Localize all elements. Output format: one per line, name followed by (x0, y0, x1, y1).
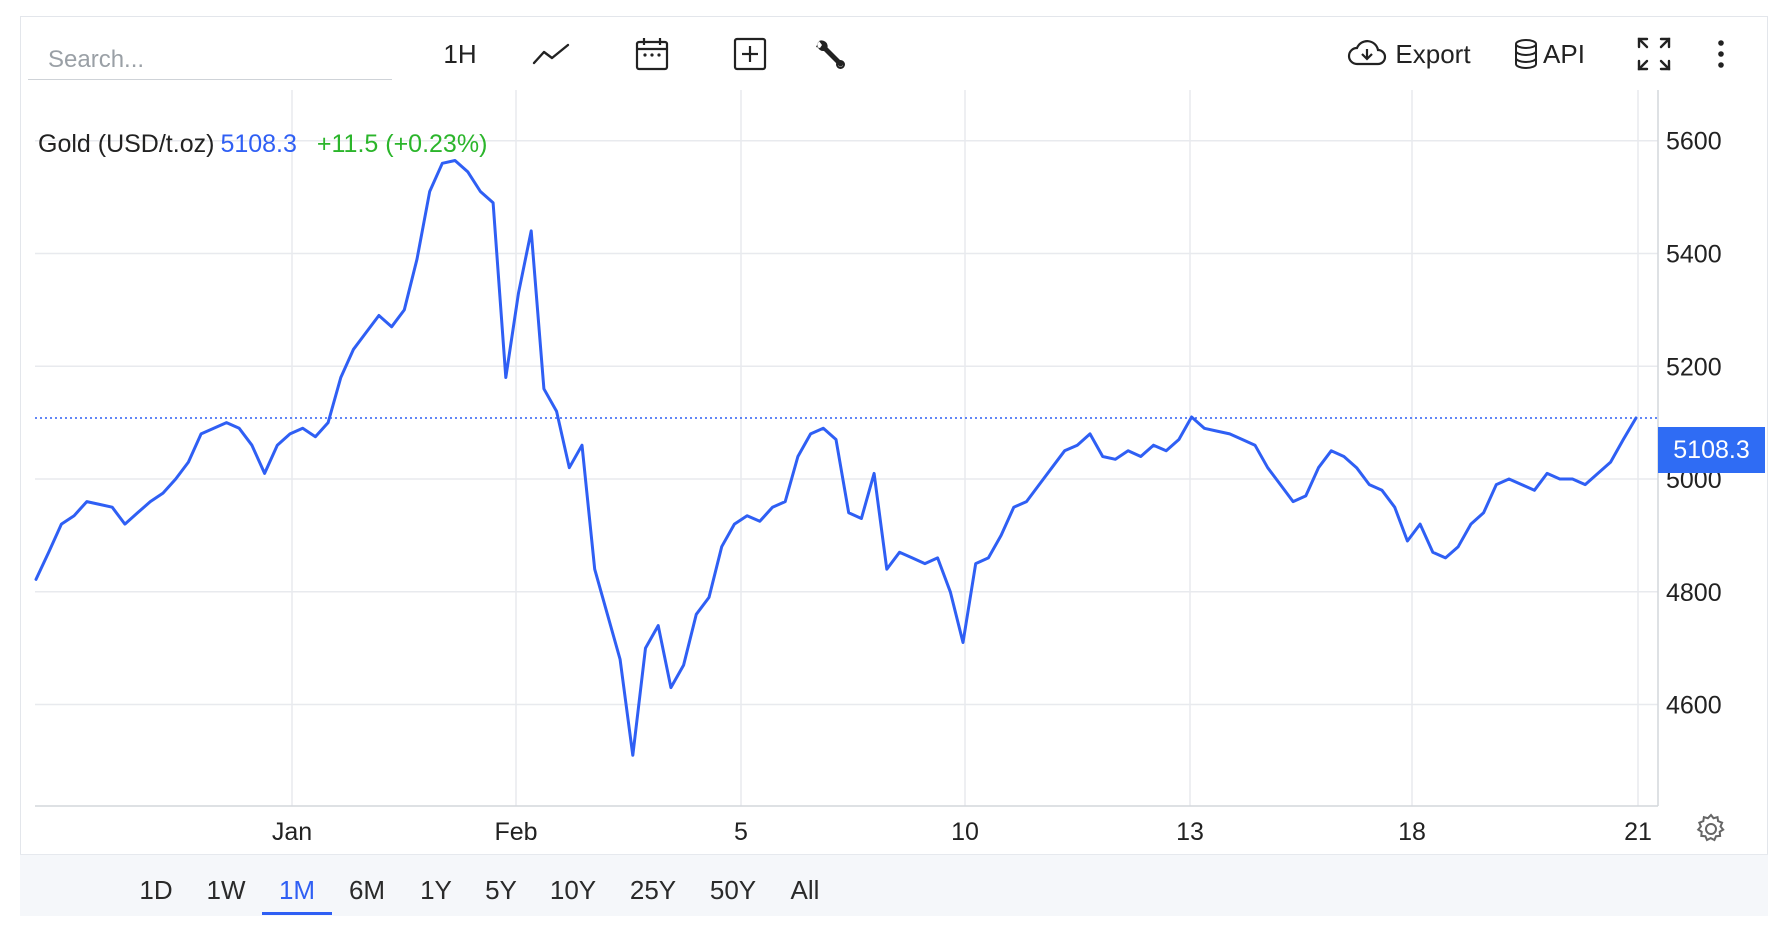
api-label: API (1543, 38, 1585, 69)
x-tick-label: 18 (1398, 818, 1426, 846)
x-tick-label: 21 (1624, 818, 1652, 846)
add-indicator-button[interactable] (720, 30, 780, 78)
expand-icon (1636, 36, 1672, 72)
vertical-dots-icon (1717, 39, 1725, 69)
active-range-underline (262, 912, 332, 915)
export-button[interactable]: Export (1344, 30, 1474, 78)
wrench-icon (813, 37, 847, 71)
interval-button[interactable]: 1H (430, 30, 490, 78)
line-chart-icon (532, 41, 570, 67)
search-input[interactable] (28, 40, 392, 80)
legend-series-change: +11.5 (+0.23%) (316, 130, 488, 158)
chart-settings-button[interactable] (1694, 812, 1728, 846)
more-options-button[interactable] (1706, 30, 1736, 78)
range-tab-25y[interactable]: 25Y (629, 875, 677, 905)
x-tick-label: Feb (494, 818, 537, 846)
fullscreen-button[interactable] (1632, 30, 1676, 78)
range-tab-1m[interactable]: 1M (278, 875, 316, 905)
interval-label: 1H (443, 38, 477, 69)
gear-icon (1694, 813, 1728, 850)
x-tick-label: 13 (1176, 818, 1204, 846)
range-tab-1y[interactable]: 1Y (420, 875, 452, 905)
range-tab-all[interactable]: All (790, 875, 820, 905)
range-tab-1w[interactable]: 1W (206, 875, 246, 905)
range-tab-50y[interactable]: 50Y (709, 875, 757, 905)
gold-price-series-line (34, 159, 1638, 757)
range-selector (20, 854, 1768, 916)
range-tab-1d[interactable]: 1D (139, 875, 173, 905)
calendar-icon (635, 37, 669, 71)
y-tick-label: 5200 (1666, 353, 1722, 381)
last-price-tag: 5108.3 (1658, 427, 1765, 473)
chart-legend: Gold (USD/t.oz) 5108.3 +11.5 (+0.23%) (38, 130, 487, 159)
database-icon (1513, 38, 1539, 70)
range-tab-5y[interactable]: 5Y (485, 875, 517, 905)
x-tick-label: Jan (272, 818, 312, 846)
legend-series-value: 5108.3 (220, 130, 297, 158)
plus-square-icon (733, 37, 767, 71)
export-label: Export (1395, 38, 1471, 69)
y-tick-label: 5400 (1666, 240, 1722, 268)
legend-series-name: Gold (USD/t.oz) (38, 130, 215, 158)
y-tick-label: 5600 (1666, 128, 1722, 156)
chart-widget (20, 16, 1768, 916)
chart-type-button[interactable] (520, 30, 582, 78)
y-tick-label: 4800 (1666, 579, 1722, 607)
x-tick-label: 5 (734, 818, 748, 846)
y-tick-label: 4600 (1666, 692, 1722, 720)
api-button[interactable]: API (1508, 30, 1590, 78)
cloud-download-icon (1347, 39, 1387, 69)
tools-button[interactable] (800, 30, 860, 78)
range-tab-10y[interactable]: 10Y (549, 875, 597, 905)
date-range-button[interactable] (622, 30, 682, 78)
range-tab-6m[interactable]: 6M (348, 875, 386, 905)
x-tick-label: 10 (951, 818, 979, 846)
